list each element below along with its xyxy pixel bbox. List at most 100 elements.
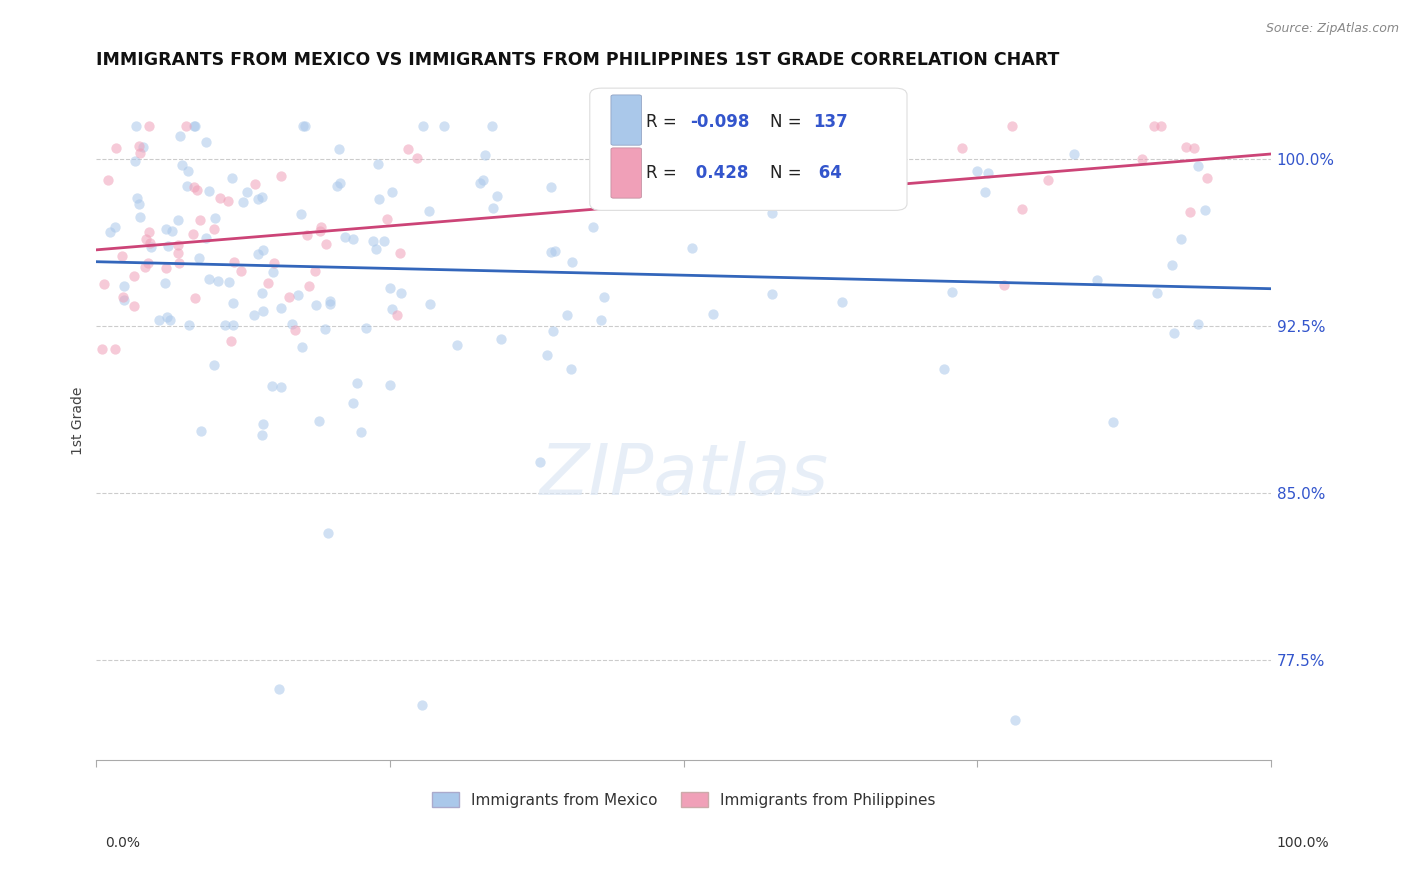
Point — [188, 212, 211, 227]
Point — [125, 119, 148, 133]
Point — [1146, 286, 1168, 301]
Point — [446, 338, 468, 352]
Point — [270, 169, 292, 183]
Point — [665, 164, 688, 178]
Point — [218, 275, 240, 289]
Point — [252, 286, 274, 301]
Point — [128, 211, 150, 225]
Point — [250, 428, 273, 442]
Point — [252, 244, 274, 258]
Point — [222, 318, 245, 332]
Point — [169, 128, 191, 143]
Point — [730, 183, 752, 197]
Point — [105, 141, 128, 155]
Point — [252, 417, 274, 431]
Point — [433, 119, 456, 133]
Text: -0.098: -0.098 — [690, 113, 749, 131]
Point — [184, 119, 207, 133]
Text: 0.0%: 0.0% — [105, 836, 141, 850]
Point — [318, 296, 340, 310]
Point — [1163, 326, 1185, 340]
Point — [176, 178, 198, 193]
Point — [257, 276, 280, 290]
Point — [224, 255, 246, 269]
Point — [472, 173, 495, 187]
Text: 64: 64 — [813, 164, 842, 182]
Point — [156, 310, 179, 324]
Point — [232, 195, 254, 210]
Point — [281, 317, 304, 331]
Point — [309, 224, 332, 238]
Text: 100.0%: 100.0% — [1277, 836, 1329, 850]
Point — [315, 236, 337, 251]
Point — [97, 173, 120, 187]
Point — [328, 142, 350, 156]
Point — [135, 232, 157, 246]
Point — [560, 361, 582, 376]
Point — [167, 213, 190, 227]
Point — [179, 318, 201, 333]
Point — [1170, 232, 1192, 246]
Point — [481, 201, 503, 215]
Point — [138, 225, 160, 239]
Point — [1011, 202, 1033, 217]
FancyBboxPatch shape — [589, 88, 907, 211]
Point — [262, 265, 284, 279]
Point — [941, 285, 963, 300]
Point — [208, 190, 231, 204]
Point — [319, 293, 342, 308]
Point — [156, 239, 179, 253]
Point — [155, 222, 177, 236]
Point — [195, 136, 218, 150]
Point — [252, 190, 274, 204]
Point — [544, 244, 567, 259]
Point — [278, 289, 301, 303]
Point — [184, 291, 207, 305]
Point — [270, 380, 292, 394]
Point — [1143, 119, 1166, 133]
Point — [702, 307, 724, 321]
Point — [290, 207, 312, 221]
Point — [1038, 172, 1060, 186]
Point — [541, 324, 564, 338]
Point — [378, 377, 401, 392]
Point — [367, 192, 389, 206]
Point — [389, 286, 412, 301]
Point — [183, 179, 205, 194]
Point — [221, 296, 243, 310]
FancyBboxPatch shape — [612, 95, 641, 145]
Point — [166, 246, 188, 260]
Text: N =: N = — [769, 164, 807, 182]
Point — [346, 376, 368, 390]
Point — [326, 178, 349, 193]
Point — [190, 424, 212, 438]
Point — [966, 163, 988, 178]
Point — [132, 140, 155, 154]
Point — [181, 227, 204, 241]
Point — [364, 243, 387, 257]
Point — [155, 260, 177, 275]
Point — [177, 164, 200, 178]
Point — [231, 264, 253, 278]
Point — [1004, 714, 1026, 728]
Point — [129, 145, 152, 160]
Point — [396, 143, 419, 157]
Point — [1161, 258, 1184, 272]
Point — [294, 119, 316, 133]
Point — [252, 303, 274, 318]
Point — [1102, 415, 1125, 429]
Point — [468, 176, 491, 190]
Point — [1187, 317, 1209, 331]
FancyBboxPatch shape — [612, 148, 641, 198]
Point — [298, 279, 321, 293]
Point — [529, 455, 551, 469]
Point — [104, 219, 127, 234]
Point — [111, 248, 134, 262]
Point — [270, 301, 292, 316]
Point — [243, 177, 266, 191]
Point — [112, 293, 135, 308]
Point — [406, 152, 429, 166]
Point — [221, 171, 243, 186]
Point — [734, 139, 756, 153]
Point — [561, 255, 583, 269]
